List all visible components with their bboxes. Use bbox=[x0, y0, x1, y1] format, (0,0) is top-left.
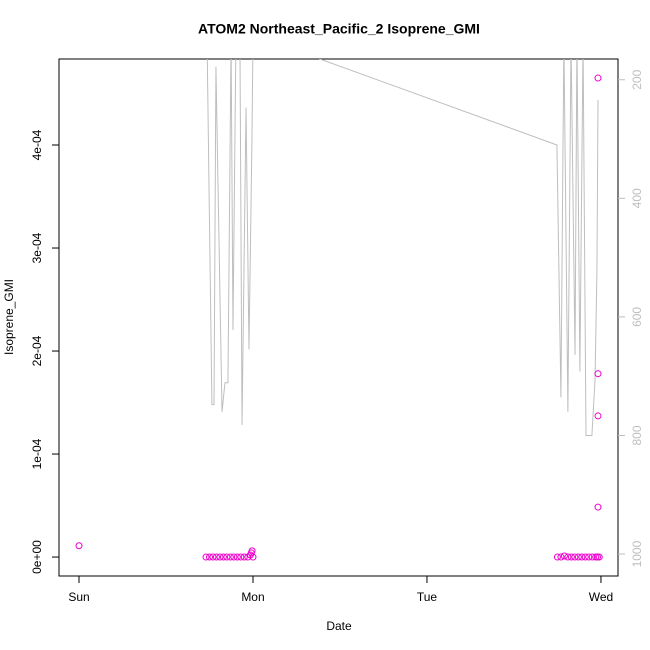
point bbox=[574, 553, 582, 561]
point bbox=[564, 553, 572, 561]
x-tick-label: Mon bbox=[241, 590, 264, 604]
point bbox=[202, 553, 210, 561]
point bbox=[595, 553, 603, 561]
point bbox=[594, 503, 602, 511]
point bbox=[567, 553, 575, 561]
point bbox=[588, 553, 596, 561]
y-tick-label: 2e-04 bbox=[30, 335, 44, 366]
point bbox=[233, 553, 241, 561]
y-tick-label: 3e-04 bbox=[30, 232, 44, 263]
line-series bbox=[206, 59, 599, 436]
y2-tick-label: 600 bbox=[630, 307, 644, 327]
point bbox=[240, 553, 248, 561]
point bbox=[216, 553, 224, 561]
point bbox=[230, 553, 238, 561]
y2-tick-label: 800 bbox=[630, 425, 644, 445]
point bbox=[594, 74, 602, 82]
point bbox=[594, 412, 602, 420]
chart-title: ATOM2 Northeast_Pacific_2 Isoprene_GMI bbox=[198, 21, 480, 37]
y2-tick-label: 1000 bbox=[630, 540, 644, 567]
point bbox=[223, 553, 231, 561]
x-axis-label: Date bbox=[326, 619, 352, 633]
point bbox=[237, 553, 245, 561]
y-tick-label: 4e-04 bbox=[30, 129, 44, 160]
point bbox=[212, 553, 220, 561]
point bbox=[585, 553, 593, 561]
point bbox=[553, 553, 561, 561]
x-tick-label: Tue bbox=[417, 590, 438, 604]
point bbox=[578, 553, 586, 561]
point bbox=[557, 553, 565, 561]
y2-tick-label: 400 bbox=[630, 188, 644, 208]
plot-frame bbox=[58, 58, 619, 577]
x-tick-label: Sun bbox=[68, 590, 89, 604]
point bbox=[209, 553, 217, 561]
y2-tick-label: 200 bbox=[630, 69, 644, 89]
point bbox=[581, 553, 589, 561]
point bbox=[205, 553, 213, 561]
point bbox=[226, 553, 234, 561]
point bbox=[249, 553, 257, 561]
point bbox=[75, 542, 83, 550]
y-tick-label: 0e+00 bbox=[30, 540, 44, 574]
point bbox=[560, 552, 568, 560]
x-tick-label: Wed bbox=[589, 590, 613, 604]
point bbox=[594, 370, 602, 378]
y-tick-label: 1e-04 bbox=[30, 438, 44, 469]
point bbox=[219, 553, 227, 561]
y-axis-label: Isoprene_GMI bbox=[2, 279, 16, 355]
point bbox=[571, 553, 579, 561]
